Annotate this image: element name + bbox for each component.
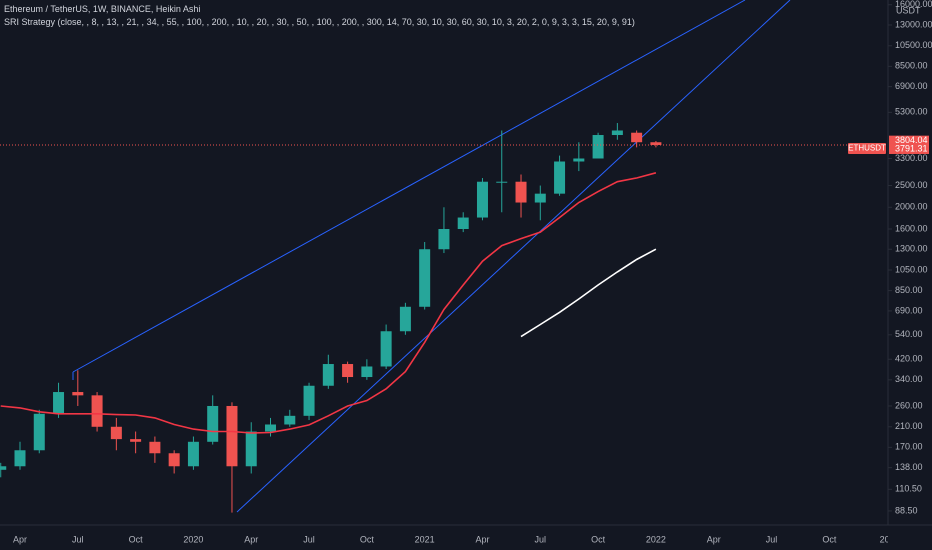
- y-tick-label: 3300.00: [895, 153, 928, 163]
- y-tick-label: 1600.00: [895, 223, 928, 233]
- y-tick-label: 690.00: [895, 305, 923, 315]
- candle-body: [380, 331, 392, 367]
- y-tick-label: 2500.00: [895, 180, 928, 190]
- x-tick-label: Jul: [535, 534, 547, 544]
- candle-body: [245, 431, 257, 467]
- x-tick-label: 2022: [646, 534, 666, 544]
- symbol-tag-label: ETHUSDT: [848, 144, 886, 153]
- price-tag: [889, 143, 929, 154]
- x-tick-label: Oct: [360, 534, 375, 544]
- candle-body: [33, 413, 45, 451]
- candle-body: [534, 193, 546, 203]
- candle-body: [265, 424, 277, 432]
- candle-body: [168, 453, 180, 467]
- x-tick-label: Oct: [591, 534, 606, 544]
- y-tick-label: 260.00: [895, 400, 923, 410]
- x-tick-label: Oct: [129, 534, 144, 544]
- price-tag-label: 3804.04: [895, 135, 928, 145]
- x-tick-label: Apr: [475, 534, 489, 544]
- y-tick-label: 138.00: [895, 462, 923, 472]
- candle-body: [322, 364, 334, 386]
- x-tick-label: 202: [880, 534, 895, 544]
- candle-body: [554, 161, 566, 194]
- candle-body: [457, 217, 469, 230]
- candle-body: [226, 405, 238, 467]
- x-tick-label: Jul: [72, 534, 84, 544]
- trendline: [236, 0, 791, 513]
- y-tick-label: 170.00: [895, 442, 923, 452]
- candle-body: [130, 439, 142, 442]
- candle-body: [0, 466, 7, 470]
- trendline: [72, 0, 746, 373]
- candle-body: [438, 229, 450, 250]
- candle-body: [419, 249, 431, 307]
- x-tick-label: Apr: [244, 534, 258, 544]
- candle-body: [187, 441, 199, 467]
- y-tick-label: 16000.00: [895, 0, 932, 9]
- candle-body: [72, 392, 84, 396]
- x-tick-label: 2020: [183, 534, 203, 544]
- candle-body: [342, 364, 354, 378]
- candle-body: [611, 130, 623, 136]
- plot-area: [0, 123, 662, 513]
- y-tick-label: 420.00: [895, 354, 923, 364]
- candle-body: [14, 450, 26, 467]
- candle-body: [476, 181, 488, 218]
- candle-body: [650, 142, 662, 145]
- candle-body: [515, 181, 527, 203]
- y-tick-label: 850.00: [895, 285, 923, 295]
- candle-body: [284, 415, 296, 425]
- symbol-tag: [848, 142, 886, 154]
- x-tick-label: Oct: [822, 534, 837, 544]
- indicator-legend: SRI Strategy (close, , 8, , 13, , 21, , …: [4, 17, 635, 27]
- y-tick-label: 13000.00: [895, 19, 932, 29]
- x-tick-label: Apr: [707, 534, 721, 544]
- chart-title: Ethereum / TetherUS, 1W, BINANCE, Heikin…: [4, 4, 200, 14]
- candle-body: [91, 395, 103, 427]
- y-tick-label: 2000.00: [895, 202, 928, 212]
- candle-body: [361, 366, 373, 378]
- y-tick-label: 110.50: [895, 484, 922, 494]
- x-tick-label: Jul: [766, 534, 778, 544]
- candle-body: [399, 306, 411, 332]
- x-tick-label: Apr: [13, 534, 27, 544]
- price-tag-label: 3791.31: [895, 143, 928, 153]
- y-tick-label: 1050.00: [895, 264, 928, 274]
- x-tick-label: Jul: [303, 534, 315, 544]
- candle-body: [592, 135, 604, 159]
- y-tick-label: 10500.00: [895, 40, 932, 50]
- candle-body: [149, 441, 161, 454]
- trendlines: [72, 0, 791, 513]
- y-tick-label: 6900.00: [895, 81, 928, 91]
- x-tick-label: 2021: [415, 534, 435, 544]
- candle-body: [207, 405, 219, 442]
- axis-unit: USDT: [896, 5, 921, 15]
- candle-body: [631, 132, 643, 143]
- candle-body: [573, 158, 585, 162]
- price-tag: [889, 135, 929, 146]
- y-tick-label: 540.00: [895, 329, 923, 339]
- y-tick-label: 210.00: [895, 421, 923, 431]
- y-tick-label: 8500.00: [895, 61, 928, 71]
- indicator-line: [520, 248, 657, 338]
- y-tick-label: 340.00: [895, 374, 923, 384]
- y-tick-label: 88.50: [895, 505, 918, 515]
- y-tick-label: 1300.00: [895, 244, 928, 254]
- candle-body: [53, 392, 65, 414]
- candle-body: [303, 385, 315, 416]
- y-tick-label: 5300.00: [895, 107, 928, 117]
- candle-body: [110, 426, 122, 440]
- candle-body: [496, 181, 508, 183]
- indicator-line: [0, 172, 657, 434]
